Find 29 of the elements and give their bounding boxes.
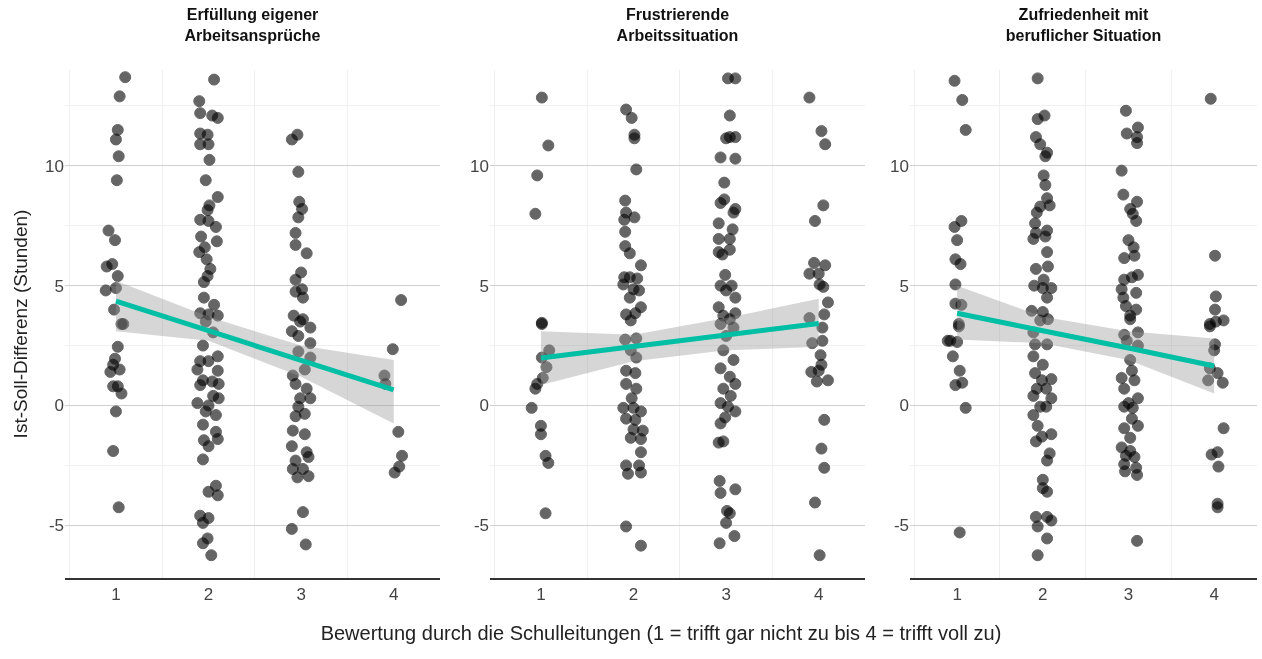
x-tick-label: 1: [111, 585, 121, 605]
x-tick-label: 4: [1209, 585, 1219, 605]
y-tick-label: -5: [893, 516, 909, 536]
chart-title: Frustrierende Arbeitssituation: [616, 5, 739, 44]
y-tick-label: 10: [470, 156, 489, 176]
y-tick-label: 10: [45, 156, 64, 176]
x-tick-label: 2: [628, 585, 639, 605]
y-tick-label: 0: [54, 396, 64, 416]
y-axis-title: Ist-Soll-Differenz (Stunden): [9, 209, 31, 439]
y-tick-label: 0: [479, 396, 489, 416]
y-tick-label: 5: [54, 276, 64, 296]
x-tick-label: 3: [721, 585, 731, 605]
x-tick-label: 4: [388, 585, 399, 605]
chart-title: Erfüllung eigener Arbeitsansprüche: [184, 5, 321, 44]
y-tick-label: 5: [899, 276, 909, 296]
x-tick-label: 2: [203, 585, 214, 605]
y-tick-label: -5: [473, 516, 489, 536]
x-tick-label: 3: [1123, 585, 1134, 605]
x-tick-label: 1: [952, 585, 962, 605]
y-tick-label: 0: [899, 396, 909, 416]
x-tick-label: 1: [536, 585, 546, 605]
x-tick-label: 3: [296, 585, 306, 605]
y-tick-label: -5: [48, 516, 64, 536]
x-axis-title: Bewertung durch die Schulleitungen (1 = trifft gar nicht zu bis 4 = trifft voll zu): [319, 622, 1003, 645]
x-tick-label: 2: [1038, 585, 1048, 605]
y-tick-label: 5: [479, 276, 489, 296]
y-tick-label: 10: [890, 156, 909, 176]
x-tick-label: 4: [813, 585, 824, 605]
chart-title: Zufriedenheit mit beruflicher Situation: [1005, 5, 1162, 44]
